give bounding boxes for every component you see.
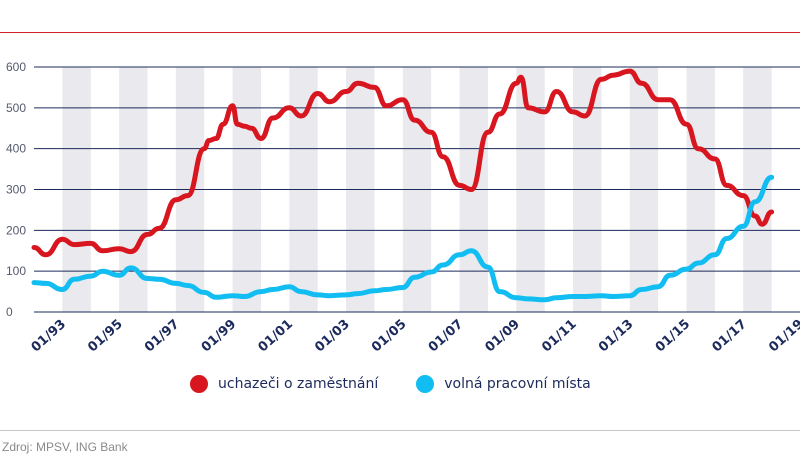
x-tick-label: 01/01 bbox=[256, 317, 296, 356]
y-tick-label: 100 bbox=[6, 264, 26, 278]
source-note: Zdroj: MPSV, ING Bank bbox=[2, 440, 128, 454]
x-tick-label: 01/99 bbox=[199, 317, 239, 356]
x-tick-label: 01/05 bbox=[369, 317, 409, 356]
legend-label-vacancies: volná pracovní místa bbox=[444, 376, 591, 392]
x-tick-label: 01/07 bbox=[426, 317, 466, 356]
x-tick-label: 01/93 bbox=[29, 317, 69, 356]
x-tick-label: 01/97 bbox=[142, 317, 182, 356]
legend-label-unemployed: uchazeči o zaměstnání bbox=[218, 376, 379, 392]
y-tick-label: 400 bbox=[6, 142, 26, 156]
y-tick-label: 500 bbox=[6, 101, 26, 115]
x-axis-ticks: 01/93 01/95 01/97 01/99 01/01 01/03 01/05 01/07… bbox=[29, 317, 800, 356]
x-tick-label: 01/15 bbox=[653, 317, 693, 356]
legend-item-vacancies: volná pracovní místa bbox=[416, 375, 591, 393]
y-tick-label: 300 bbox=[6, 183, 26, 197]
line-chart: 0 100 200 300 400 500 600 01/93 01/95 01/97 01/99… bbox=[6, 60, 800, 356]
legend-swatch-blue bbox=[416, 375, 435, 393]
y-axis-ticks: 0 100 200 300 400 500 600 bbox=[6, 60, 26, 319]
y-tick-label: 0 bbox=[6, 305, 13, 319]
x-tick-label: 01/09 bbox=[483, 317, 523, 356]
series-line-vacancies bbox=[31, 174, 775, 303]
title-divider bbox=[0, 32, 800, 33]
series-line-unemployed bbox=[31, 68, 775, 258]
series-lines bbox=[31, 68, 775, 303]
x-tick-label: 01/03 bbox=[312, 317, 352, 356]
legend: uchazeči o zaměstnání volná pracovní mís… bbox=[190, 375, 629, 393]
y-tick-label: 200 bbox=[6, 223, 26, 237]
x-tick-label: 01/17 bbox=[709, 317, 749, 356]
legend-swatch-red bbox=[190, 375, 208, 393]
x-tick-label: 01/95 bbox=[85, 317, 125, 356]
gridlines bbox=[34, 66, 800, 313]
legend-item-unemployed: uchazeči o zaměstnání bbox=[190, 375, 378, 393]
footer-divider bbox=[0, 430, 800, 431]
x-tick-label: 01/11 bbox=[539, 317, 579, 356]
x-tick-label: 01/19 bbox=[766, 317, 800, 356]
x-tick-label: 01/13 bbox=[596, 317, 636, 356]
y-tick-label: 600 bbox=[6, 60, 26, 74]
